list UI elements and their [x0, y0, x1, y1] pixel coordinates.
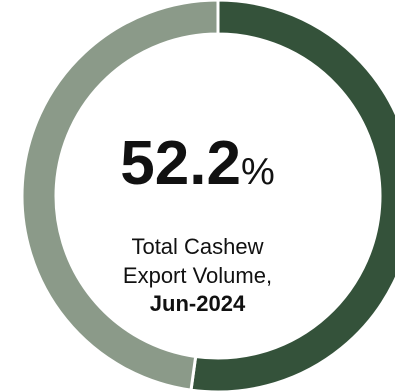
center-value-number: 52.2	[120, 129, 241, 198]
center-label-line-3: Jun-2024	[149, 291, 246, 316]
center-value: 52.2%	[0, 128, 395, 208]
donut-slice-2	[20, 0, 220, 391]
center-label-line-2: Export Volume,	[122, 263, 273, 288]
center-label-line-1: Total Cashew	[131, 234, 264, 259]
center-value-unit: %	[240, 151, 275, 193]
